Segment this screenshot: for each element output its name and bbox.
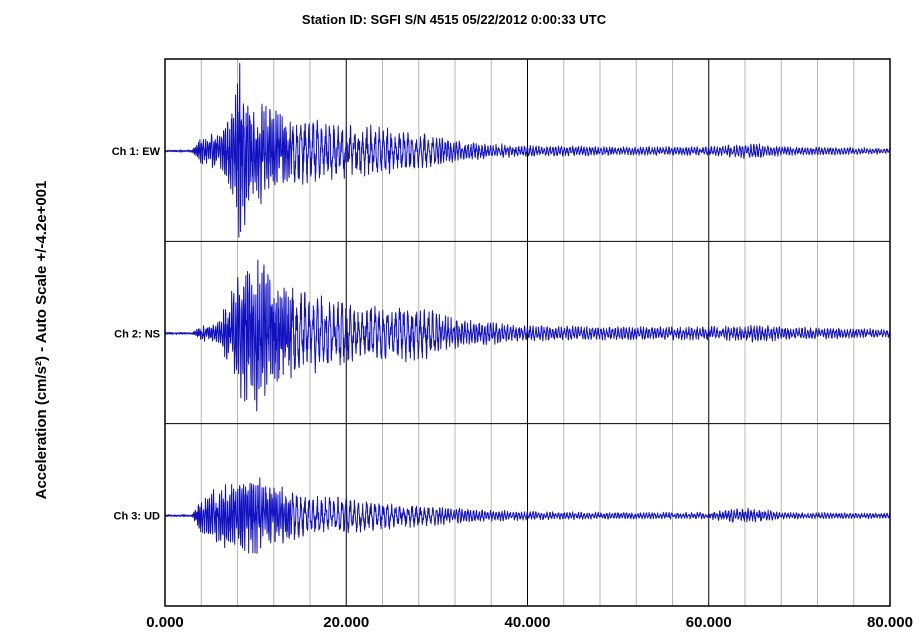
x-tick-label: 80.000 <box>867 614 913 631</box>
trace-2 <box>164 259 891 412</box>
channel-label-1: Ch 1: EW <box>112 146 161 158</box>
x-tick-label: 40.000 <box>505 614 551 631</box>
chart-title: Station ID: SGFI S/N 4515 05/22/2012 0:0… <box>302 12 607 27</box>
waveform-traces <box>164 62 891 554</box>
x-tick-label: 0.000 <box>146 614 184 631</box>
trace-3 <box>164 477 891 554</box>
x-tick-label: 20.000 <box>323 614 369 631</box>
trace-1 <box>164 62 891 238</box>
channel-label-3: Ch 3: UD <box>114 511 161 523</box>
channel-label-2: Ch 2: NS <box>114 328 160 340</box>
channel-labels: Ch 1: EW Ch 2: NS Ch 3: UD <box>112 146 161 523</box>
plot-frame <box>164 58 891 607</box>
x-axis-tick-labels: 0.000 20.000 40.000 60.000 80.000 <box>146 614 913 631</box>
y-axis-label: Acceleration (cm/s²) - Auto Scale +/-4.2… <box>33 181 50 500</box>
x-tick-label: 60.000 <box>686 614 732 631</box>
